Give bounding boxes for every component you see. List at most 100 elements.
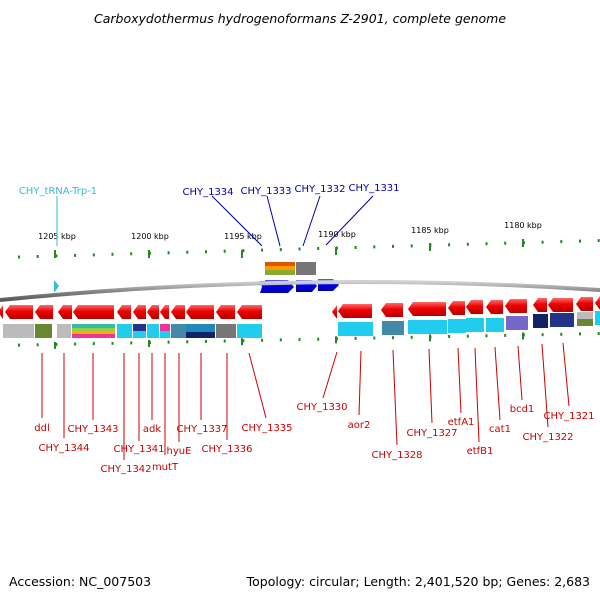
callout-line [325, 195, 374, 246]
minor-tick [541, 333, 544, 337]
genome-backbone [0, 280, 600, 302]
callout-line [322, 351, 338, 399]
minor-tick [55, 254, 58, 258]
gene-label: CHY_1342 [100, 464, 151, 475]
gene-arrow[interactable] [548, 298, 573, 312]
minor-tick [373, 245, 376, 249]
minor-tick [410, 335, 413, 339]
gene-label: hyuE [167, 446, 192, 457]
feature-block [72, 331, 115, 334]
gene-arrow[interactable] [576, 297, 593, 311]
minor-tick [448, 243, 451, 247]
feature-block [577, 319, 593, 326]
gene-arrow[interactable] [160, 305, 169, 319]
gene-arrow[interactable] [595, 296, 600, 310]
gene-label: adk [143, 424, 161, 435]
minor-tick [597, 332, 600, 335]
feature-block [595, 311, 600, 325]
feature-block [506, 316, 528, 330]
gene-arrow[interactable] [216, 305, 235, 319]
gene-arrow[interactable] [133, 305, 146, 319]
feature-block [72, 324, 115, 328]
minor-tick [410, 244, 413, 248]
gene-arrow[interactable] [73, 305, 114, 319]
major-tick-bottom [522, 332, 524, 340]
minor-tick [298, 338, 301, 341]
gene-arrow[interactable] [338, 304, 372, 318]
minor-tick [597, 239, 600, 243]
minor-tick [560, 332, 563, 336]
gene-arrow[interactable] [5, 305, 33, 319]
gene-arrow[interactable] [147, 305, 159, 319]
minor-tick [74, 253, 77, 257]
gene-arrow[interactable] [408, 302, 446, 316]
gene-arrow[interactable] [505, 299, 527, 313]
callout-line [211, 195, 263, 247]
feature-block [448, 319, 466, 333]
gene-label: ddl [34, 423, 49, 434]
gene-arrow[interactable] [0, 305, 3, 319]
trna-arrow[interactable] [54, 280, 59, 293]
callout-line [517, 345, 523, 401]
gene-arrow[interactable] [533, 298, 547, 312]
minor-tick [279, 248, 282, 252]
gene-arrow[interactable] [171, 305, 185, 319]
minor-tick [130, 341, 133, 345]
callout-line [358, 350, 362, 416]
gene-label: cat1 [489, 424, 511, 435]
minor-tick [317, 337, 320, 341]
feature-block [216, 324, 236, 338]
scale-label: 1195 kbp [224, 232, 262, 241]
gene-arrow[interactable] [486, 300, 503, 314]
gene-label: CHY_1337 [176, 424, 227, 435]
feature-block [382, 321, 404, 335]
gene-label: CHY_1344 [38, 443, 89, 454]
minor-tick [242, 249, 245, 253]
scale-label: 1185 kbp [411, 226, 449, 235]
feature-block [296, 262, 316, 275]
feature-block [160, 331, 170, 338]
minor-tick [485, 334, 488, 338]
gene-arrow[interactable] [58, 305, 72, 319]
major-tick-bottom [429, 334, 431, 342]
gene-label-trna: CHY_tRNA-Trp-1 [19, 186, 97, 197]
gene-label: CHY_1343 [67, 424, 118, 435]
gene-arrow[interactable] [381, 303, 403, 317]
major-tick-bottom [335, 336, 337, 344]
gene-arrow[interactable] [448, 301, 465, 315]
gene-arrow[interactable] [332, 305, 337, 319]
minor-tick [485, 242, 488, 246]
gene-label-chy1334: CHY_1334 [182, 187, 233, 198]
callout-line [457, 347, 462, 414]
scale-label: 1200 kbp [131, 232, 169, 241]
gene-label: mutT [152, 462, 179, 473]
minor-tick [111, 252, 114, 256]
feature-block [466, 318, 484, 332]
feature-block [265, 270, 295, 275]
gene-arrow[interactable] [186, 305, 214, 319]
gene-arrow[interactable] [35, 305, 53, 319]
gene-label: CHY_1322 [522, 432, 573, 443]
scale-label: 1180 kbp [504, 221, 542, 230]
minor-tick [354, 336, 357, 340]
accession-text: Accession: NC_007503 [9, 574, 151, 589]
reverse-annotation-blocks [3, 311, 600, 338]
minor-tick [18, 255, 20, 259]
callout-line [474, 347, 480, 443]
minor-tick [579, 239, 581, 243]
minor-tick [392, 244, 394, 248]
minor-tick [92, 342, 95, 346]
feature-block [72, 334, 115, 338]
gene-label-chy1333: CHY_1333 [240, 186, 291, 197]
gene-label-chy1332: CHY_1332 [294, 184, 345, 195]
minor-tick [205, 339, 207, 343]
minor-tick [448, 335, 451, 338]
bottom-labels: ddl CHY_1344 CHY_1343 CHY_1342 CHY_1341 … [34, 402, 594, 475]
minor-ticks [18, 239, 600, 349]
gene-arrow[interactable] [117, 305, 131, 319]
gene-arrow[interactable] [466, 300, 483, 314]
gene-arrow[interactable] [237, 305, 262, 319]
feature-block [186, 324, 215, 332]
feature-block [265, 266, 295, 270]
minor-tick [223, 339, 226, 343]
